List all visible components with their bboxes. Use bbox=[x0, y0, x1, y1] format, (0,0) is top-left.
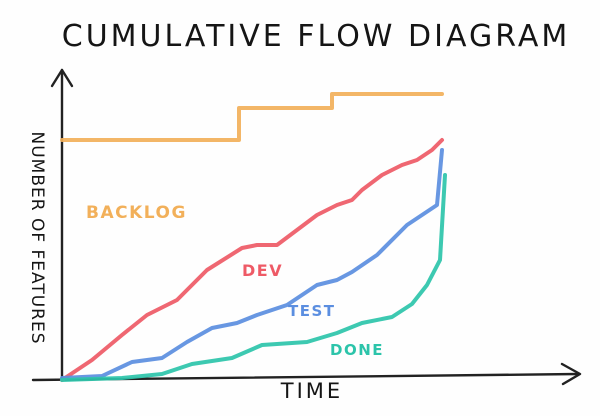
series-label-dev: Dev bbox=[242, 261, 283, 280]
series-label-backlog: Backlog bbox=[86, 203, 187, 223]
series-line-dev bbox=[60, 138, 444, 382]
series-layer bbox=[60, 92, 447, 382]
series-line-backlog bbox=[60, 92, 444, 142]
y-axis-label: Number of Features bbox=[27, 131, 47, 344]
series-line-done bbox=[60, 173, 447, 382]
y-axis-arrowhead bbox=[50, 68, 74, 88]
series-label-test: Test bbox=[288, 302, 336, 320]
series-line-test bbox=[60, 148, 444, 380]
diagram-title: Cumulative Flow Diagram bbox=[62, 19, 570, 54]
x-axis-arrowhead bbox=[560, 362, 582, 386]
x-axis-label: Time bbox=[280, 379, 343, 403]
series-label-done: Done bbox=[330, 341, 384, 359]
